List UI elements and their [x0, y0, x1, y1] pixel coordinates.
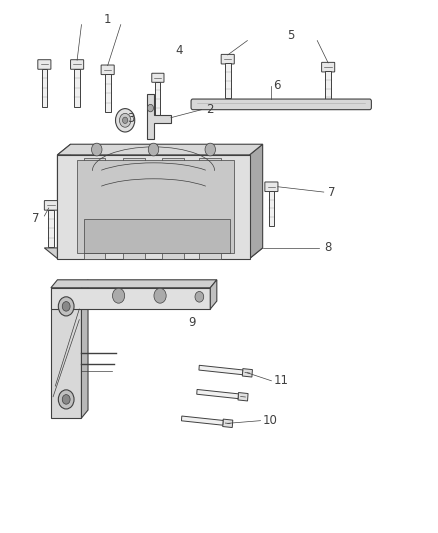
Bar: [225, 63, 230, 98]
Polygon shape: [57, 144, 71, 259]
Polygon shape: [57, 155, 250, 259]
FancyBboxPatch shape: [152, 73, 164, 82]
Polygon shape: [238, 392, 248, 401]
Circle shape: [120, 114, 131, 127]
FancyBboxPatch shape: [71, 60, 84, 69]
FancyBboxPatch shape: [38, 60, 51, 69]
Text: 2: 2: [206, 103, 213, 116]
FancyBboxPatch shape: [221, 54, 234, 64]
Polygon shape: [57, 144, 263, 155]
FancyBboxPatch shape: [101, 65, 114, 75]
Polygon shape: [81, 280, 88, 418]
Circle shape: [116, 109, 135, 132]
Text: 9: 9: [188, 316, 196, 329]
Polygon shape: [162, 158, 184, 259]
Bar: [325, 71, 331, 106]
Bar: [48, 209, 54, 247]
Circle shape: [92, 143, 102, 156]
Polygon shape: [77, 160, 234, 253]
Text: 10: 10: [263, 414, 278, 427]
Circle shape: [58, 297, 74, 316]
Circle shape: [154, 288, 166, 303]
Polygon shape: [223, 419, 233, 427]
Text: 8: 8: [324, 241, 331, 254]
Text: 7: 7: [32, 212, 40, 225]
Bar: [268, 191, 274, 225]
Polygon shape: [84, 219, 230, 253]
Polygon shape: [123, 158, 145, 259]
Bar: [105, 74, 110, 112]
Polygon shape: [181, 416, 223, 425]
Text: 3: 3: [127, 112, 135, 125]
Circle shape: [113, 288, 125, 303]
Polygon shape: [51, 288, 81, 418]
FancyBboxPatch shape: [191, 99, 371, 110]
Circle shape: [123, 117, 128, 124]
Polygon shape: [51, 280, 217, 288]
Text: 11: 11: [274, 374, 289, 387]
Circle shape: [58, 390, 74, 409]
Circle shape: [148, 143, 159, 156]
Circle shape: [205, 143, 215, 156]
Text: 7: 7: [328, 185, 336, 199]
Bar: [155, 82, 160, 116]
Polygon shape: [210, 280, 217, 309]
Polygon shape: [199, 365, 243, 375]
Polygon shape: [242, 369, 252, 377]
Text: 4: 4: [175, 44, 183, 56]
Text: 1: 1: [104, 13, 111, 26]
Bar: [42, 69, 47, 107]
Circle shape: [148, 104, 153, 112]
Polygon shape: [44, 248, 263, 259]
Bar: [74, 69, 80, 107]
FancyBboxPatch shape: [321, 62, 335, 72]
Polygon shape: [51, 288, 210, 309]
Polygon shape: [199, 158, 221, 259]
Text: 5: 5: [287, 29, 295, 42]
Polygon shape: [197, 390, 238, 399]
FancyBboxPatch shape: [44, 200, 57, 210]
Polygon shape: [147, 94, 171, 139]
FancyBboxPatch shape: [265, 182, 278, 191]
Circle shape: [62, 302, 70, 311]
Circle shape: [62, 394, 70, 404]
Text: 6: 6: [274, 79, 281, 92]
Polygon shape: [84, 158, 106, 259]
Polygon shape: [250, 144, 263, 259]
Circle shape: [195, 292, 204, 302]
